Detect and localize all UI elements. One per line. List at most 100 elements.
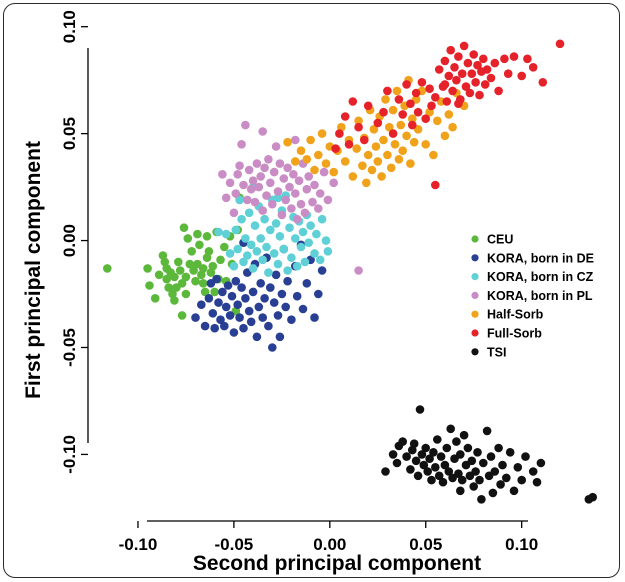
legend-marker (471, 291, 479, 299)
data-point (457, 475, 467, 485)
data-point (223, 281, 233, 290)
data-point (243, 251, 252, 260)
data-point (425, 84, 434, 93)
data-point (310, 165, 319, 175)
data-point (417, 450, 427, 459)
data-point (289, 170, 298, 179)
data-point (185, 259, 195, 269)
data-point (275, 232, 285, 241)
data-point (221, 302, 231, 312)
data-point (246, 317, 256, 327)
data-point (248, 264, 258, 273)
data-point (475, 90, 484, 100)
data-point (266, 283, 275, 292)
data-point (381, 95, 390, 104)
data-point (264, 268, 273, 277)
data-point (268, 343, 277, 352)
data-point (296, 242, 306, 252)
data-point (237, 283, 246, 292)
data-point (269, 249, 279, 258)
data-point (187, 247, 196, 256)
data-point (494, 86, 503, 96)
data-point (250, 197, 260, 207)
data-point (402, 131, 411, 141)
data-point (189, 266, 198, 275)
data-point (452, 75, 461, 85)
data-point (388, 450, 398, 459)
data-point (283, 137, 292, 147)
y-ticks: -0.10 -0.05 0.00 0.05 0.10 (60, 10, 88, 474)
data-point (446, 45, 456, 55)
data-point (283, 163, 292, 173)
data-point (231, 276, 241, 286)
data-point (463, 443, 473, 453)
data-point (287, 253, 296, 262)
data-point (335, 129, 344, 138)
data-point (235, 161, 244, 170)
data-point (266, 178, 275, 188)
data-point (310, 180, 319, 190)
data-point (555, 39, 565, 49)
data-point (103, 264, 112, 273)
data-point (517, 71, 526, 81)
axes: -0.10 -0.05 0.00 0.05 0.10 -0.10 -0.05 0.00 0.0… (60, 10, 538, 554)
data-point (509, 486, 519, 496)
data-point (490, 467, 500, 476)
data-point (241, 294, 250, 303)
data-point (162, 274, 171, 284)
data-point (154, 270, 164, 280)
data-point (317, 129, 327, 138)
data-point (244, 306, 254, 316)
data-point (317, 214, 327, 224)
data-point (291, 234, 300, 243)
data-point (392, 458, 402, 468)
data-point (248, 287, 258, 297)
x-tick-label: 0.00 (313, 535, 346, 554)
data-point (434, 471, 444, 481)
data-point (225, 249, 235, 258)
data-point (503, 69, 513, 78)
data-point (256, 279, 266, 288)
data-point (306, 221, 315, 230)
data-point (277, 289, 287, 299)
data-point (254, 302, 264, 312)
figure-frame (3, 3, 620, 578)
y-tick-label: -0.10 (60, 435, 79, 474)
data-point (233, 244, 242, 254)
data-point (363, 150, 373, 160)
data-point (254, 182, 264, 192)
data-point (181, 289, 191, 299)
data-point (302, 184, 312, 194)
data-point (302, 279, 312, 288)
data-point (465, 88, 475, 98)
data-point (329, 178, 339, 188)
data-point (352, 144, 362, 153)
data-point (383, 150, 392, 160)
data-point (377, 172, 386, 181)
y-tick-label: 0.10 (60, 10, 79, 43)
data-point (528, 63, 538, 72)
data-point (480, 80, 490, 89)
data-point (218, 287, 227, 297)
data-point (406, 465, 415, 474)
data-point (431, 463, 440, 472)
legend-label: Full-Sorb (487, 327, 542, 341)
data-point (266, 225, 275, 235)
data-point (312, 229, 321, 239)
data-point (273, 187, 283, 196)
data-point (438, 477, 448, 487)
legend-marker (471, 329, 479, 337)
data-point (584, 495, 594, 504)
data-point (421, 140, 431, 149)
data-point (175, 266, 185, 275)
data-point (294, 176, 304, 185)
data-point (386, 163, 396, 173)
data-point (409, 137, 419, 147)
data-point (469, 482, 479, 491)
data-point (150, 294, 160, 303)
data-point (461, 82, 471, 91)
data-point (456, 486, 465, 496)
points-layer (103, 39, 597, 504)
data-point (411, 88, 421, 98)
